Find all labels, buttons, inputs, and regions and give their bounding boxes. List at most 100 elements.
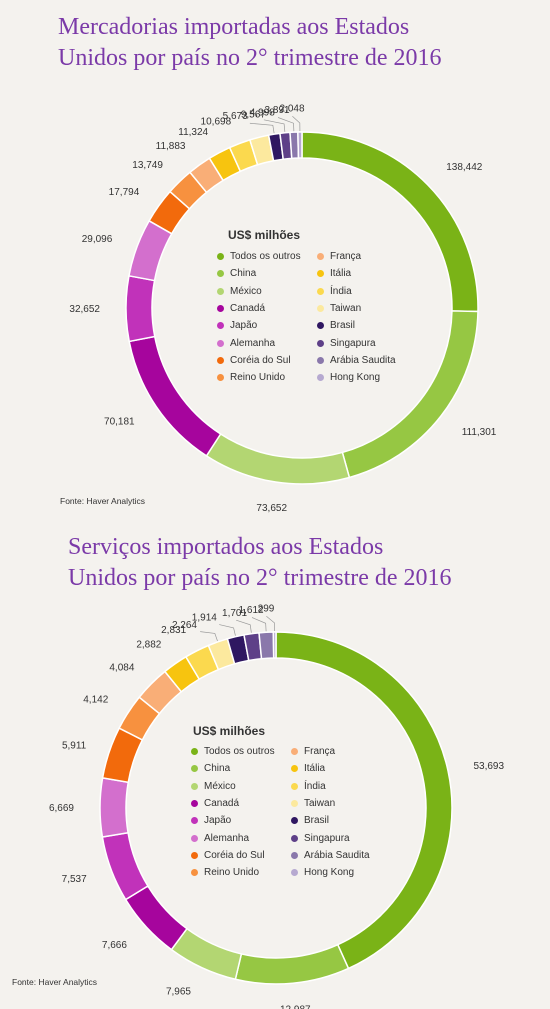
services-value-label-8: 4,084 xyxy=(109,662,134,673)
services-legend-item: Alemanha xyxy=(191,833,249,844)
goods-leader-line-14 xyxy=(277,117,295,132)
goods-legend-item: Índia xyxy=(317,286,352,297)
goods-value-label-2: 73,652 xyxy=(256,503,287,514)
services-chart-panel: Serviços importados aos Estados Unidos p… xyxy=(0,528,550,1009)
services-legend-label: Brasil xyxy=(304,815,330,827)
services-legend-item: China xyxy=(191,763,230,774)
services-legend-swatch xyxy=(191,869,198,877)
goods-legend-item: Canadá xyxy=(217,303,265,314)
goods-legend-swatch xyxy=(317,287,324,295)
services-value-label-3: 7,666 xyxy=(102,940,127,951)
goods-legend-label: México xyxy=(230,285,262,297)
goods-legend-item: Taiwan xyxy=(317,303,361,314)
services-legend-item: Brasil xyxy=(291,815,329,826)
goods-chart-title-line1: Mercadorias importadas aos Estados xyxy=(58,14,410,40)
goods-value-label-3: 70,181 xyxy=(104,417,135,428)
goods-donut-chart: 138,442 111,301 73,652 70,181 32,652 29,096 17… xyxy=(69,104,497,514)
goods-legend-label: Singapura xyxy=(330,337,376,349)
goods-value-label-11: 9,567 xyxy=(241,110,266,121)
goods-legend-item: Coréia do Sul xyxy=(217,355,291,366)
services-legend-item: França xyxy=(291,746,335,757)
services-legend-label: Canadá xyxy=(204,797,240,809)
goods-legend-swatch xyxy=(317,339,324,347)
goods-legend-item: Arábia Saudita xyxy=(317,355,396,366)
goods-legend-swatch xyxy=(217,322,224,330)
services-legend-item: Índia xyxy=(291,781,326,792)
goods-slice-1 xyxy=(341,310,479,479)
goods-legend-swatch xyxy=(217,356,224,364)
goods-legend-label: China xyxy=(230,268,257,280)
services-value-label-10: 2,831 xyxy=(161,625,186,636)
services-legend-swatch xyxy=(191,748,198,755)
goods-leader-line-13 xyxy=(263,119,286,132)
services-slice-14 xyxy=(258,631,275,660)
services-legend-heading: US$ milhões xyxy=(193,724,266,738)
goods-legend-swatch xyxy=(317,374,324,382)
services-value-label-4: 7,537 xyxy=(62,874,87,885)
goods-legend-item: China xyxy=(217,268,256,279)
services-value-label-15: 299 xyxy=(258,604,275,615)
services-value-label-12: 1,914 xyxy=(192,612,217,623)
goods-legend-swatch xyxy=(317,356,324,364)
services-slice-15 xyxy=(272,631,277,659)
services-legend-label: Arábia Saudita xyxy=(304,849,370,861)
goods-legend-item: Japão xyxy=(217,320,257,331)
goods-legend-item: Brasil xyxy=(317,320,355,331)
services-legend-label: Reino Unido xyxy=(204,867,260,879)
services-legend-swatch xyxy=(191,834,198,842)
services-legend-swatch xyxy=(291,851,298,859)
goods-value-label-6: 17,794 xyxy=(109,187,140,198)
goods-legend-heading: US$ milhões xyxy=(228,228,301,242)
services-legend-label: Alemanha xyxy=(204,832,250,844)
services-slice-3 xyxy=(124,884,188,951)
goods-value-label-13: 4,998 xyxy=(250,107,275,118)
goods-legend-label: Coréia do Sul xyxy=(230,354,291,366)
services-donut-chart: 53,693 12,987 7,965 7,666 7,537 6,669 5,911 4,1… xyxy=(49,604,505,1009)
goods-slice-3 xyxy=(128,335,222,457)
services-leader-line-14 xyxy=(251,617,267,632)
goods-value-label-1: 111,301 xyxy=(462,427,497,438)
services-legend-item: Hong Kong xyxy=(291,867,354,878)
services-legend-swatch xyxy=(191,851,198,859)
goods-value-label-14: 3,891 xyxy=(265,105,290,116)
goods-legend-label: Reino Unido xyxy=(230,372,286,384)
goods-leader-line-12 xyxy=(249,122,275,134)
services-legend-label: China xyxy=(204,763,231,775)
services-legend-item: Canadá xyxy=(191,798,239,809)
services-chart-title-line1: Serviços importados aos Estados xyxy=(68,534,384,560)
services-value-label-6: 5,911 xyxy=(62,740,87,751)
services-leader-line-15 xyxy=(266,615,276,632)
services-legend-swatch xyxy=(191,782,198,790)
goods-legend-label: Itália xyxy=(330,268,352,280)
goods-value-label-15: 2,048 xyxy=(279,104,304,115)
services-chart-source: Fonte: Haver Analytics xyxy=(12,977,98,987)
goods-slice-15 xyxy=(297,131,303,159)
goods-legend-item: Reino Unido xyxy=(217,372,285,383)
goods-legend-label: Canadá xyxy=(230,302,266,314)
goods-slice-14 xyxy=(289,131,300,160)
goods-value-label-0: 138,442 xyxy=(446,162,483,173)
goods-legend-swatch xyxy=(317,304,324,312)
goods-value-label-9: 11,324 xyxy=(178,127,208,138)
goods-legend-swatch xyxy=(217,253,224,260)
services-legend-swatch xyxy=(291,765,298,773)
goods-value-label-8: 11,883 xyxy=(156,141,186,152)
goods-legend-swatch xyxy=(217,270,224,278)
services-legend-item: Todos os outros xyxy=(191,746,275,757)
services-legend-swatch xyxy=(191,799,198,807)
goods-value-label-10: 10,698 xyxy=(201,116,232,127)
services-legend-swatch xyxy=(291,748,298,755)
services-value-label-1: 12,987 xyxy=(280,1005,311,1009)
goods-slice-2 xyxy=(205,432,351,485)
goods-legend-swatch xyxy=(217,304,224,312)
services-legend-label: México xyxy=(204,780,236,792)
goods-legend-label: Alemanha xyxy=(230,337,276,349)
goods-legend-label: França xyxy=(330,251,362,262)
services-legend-item: Reino Unido xyxy=(191,867,259,878)
services-legend-swatch xyxy=(191,765,198,773)
goods-legend-item: Itália xyxy=(317,268,351,279)
goods-legend-item: México xyxy=(217,286,262,297)
goods-chart-title-line2: Unidos por país no 2° trimestre de 2016 xyxy=(58,45,442,71)
services-legend-label: Itália xyxy=(304,763,326,775)
goods-legend-label: Taiwan xyxy=(330,302,362,314)
